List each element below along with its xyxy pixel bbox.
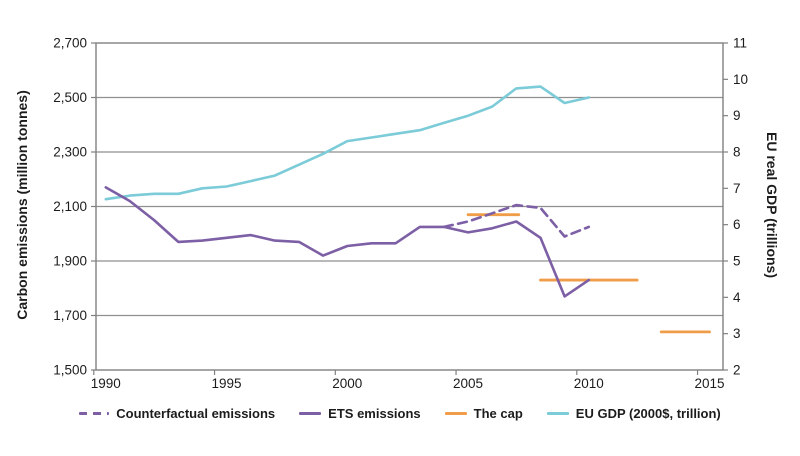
counterfactual-line [442,203,591,238]
cap-line-swatch [444,412,467,415]
right-axis-tick-label: 2 [733,363,741,378]
left-axis-tick-label: 2,100 [53,199,87,214]
left-axis-tick-label: 2,500 [53,90,87,105]
x-axis-tick-label: 2005 [453,376,483,391]
ets-line-swatch [299,412,322,415]
right-axis-tick-label: 8 [733,145,741,160]
chart-legend: Counterfactual emissions ETS emissions T… [0,406,800,421]
right-axis-tick-label: 7 [733,181,741,196]
x-axis-tick-label: 2015 [695,376,725,391]
right-axis-title: EU real GDP (trillions) [764,132,780,278]
right-axis-tick-label: 10 [733,72,748,87]
x-axis-tick-label: 1990 [91,376,121,391]
right-axis-tick-label: 11 [733,36,747,51]
legend-item-counterfactual: Counterfactual emissions [79,406,275,421]
left-axis-tick-label: 1,700 [53,308,87,323]
legend-item-ets-emissions: ETS emissions [299,406,421,421]
x-axis-tick-label: 2000 [332,376,362,391]
right-axis-tick-label: 3 [733,326,741,341]
chart-plot-area: 2,700 2,500 2,300 2,100 1,900 1,700 1,500 11 10 9… [53,36,748,392]
left-axis-tick-label: 2,700 [53,36,87,51]
left-axis-tick-label: 1,900 [53,254,87,269]
left-axis-tick-label: 1,500 [53,363,87,378]
left-axis-tick-label: 2,300 [53,145,87,160]
right-axis-tick-label: 4 [733,290,741,305]
legend-label: The cap [473,406,523,421]
x-axis-tick-label: 1995 [212,376,242,391]
ets-emissions-line [104,186,591,298]
left-axis-title: Carbon emissions (million tonnes) [14,90,30,320]
gdp-line [104,85,591,201]
x-axis-tick-label: 2010 [574,376,604,391]
right-axis-tick-label: 9 [733,108,741,123]
gdp-line-swatch [546,412,569,415]
legend-label: EU GDP (2000$, trillion) [575,406,721,421]
legend-label: Counterfactual emissions [116,406,276,421]
legend-label: ETS emissions [328,406,421,421]
right-axis-tick-label: 6 [733,217,741,232]
counterfactual-dashed-line-swatch [79,412,110,415]
legend-item-the-cap: The cap [444,406,523,421]
legend-item-eu-gdp: EU GDP (2000$, trillion) [546,406,721,421]
right-axis-tick-label: 5 [733,254,741,269]
